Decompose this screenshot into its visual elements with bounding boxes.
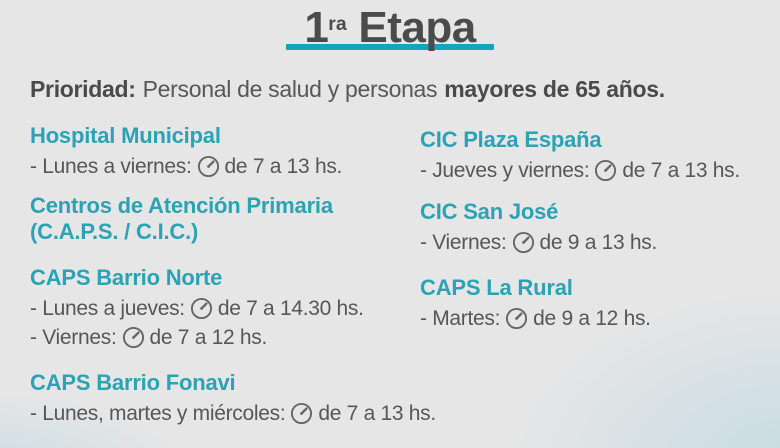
venue-name: CIC Plaza España: [420, 126, 602, 152]
schedule-days: - Martes:: [420, 306, 501, 330]
clock-icon: [594, 159, 617, 182]
venue-cic-plaza-espana: CIC Plaza España - Jueves y viernes: de …: [420, 127, 780, 185]
venue-name: CAPS Barrio Norte: [30, 264, 223, 290]
priority-text: Personal de salud y personas: [142, 75, 438, 102]
clock-icon: [512, 231, 535, 254]
venue-name: CAPS La Rural: [420, 274, 573, 300]
venue-name: CAPS Barrio Fonavi: [30, 369, 236, 395]
venue-name: Centros de Atención Primaria (C.A.P.S. /…: [30, 192, 333, 244]
schedule-time: de 7 a 13 hs.: [622, 158, 740, 182]
schedule-days: - Viernes:: [30, 325, 117, 349]
title-block: 1ra Etapa: [0, 0, 780, 50]
schedule-time: de 9 a 12 hs.: [533, 306, 651, 330]
schedule-days: - Lunes, martes y miércoles:: [30, 401, 286, 425]
venue-cic-san-jose: CIC San José - Viernes: de 9 a 13 hs.: [420, 199, 780, 257]
venue-caps-la-rural: CAPS La Rural - Martes: de 9 a 12 hs.: [420, 275, 780, 333]
schedule-time: de 7 a 14.30 hs.: [217, 296, 364, 320]
schedule-time: de 7 a 13 hs.: [318, 401, 436, 425]
title-superscript: ra: [328, 13, 347, 35]
venue-name: Hospital Municipal: [30, 122, 221, 148]
column-left: Hospital Municipal - Lunes a viernes: de…: [30, 123, 436, 428]
venue-hospital-municipal: Hospital Municipal - Lunes a viernes: de…: [30, 123, 420, 181]
schedule-line: - Lunes, martes y miércoles: de 7 a 13 h…: [30, 400, 436, 428]
clock-icon: [290, 402, 313, 425]
title-underline: [286, 43, 494, 50]
schedule-time: de 7 a 12 hs.: [149, 325, 268, 349]
venue-centros-atencion: Centros de Atención Primaria (C.A.P.S. /…: [30, 193, 420, 245]
schedule-line: - Jueves y viernes: de 7 a 13 hs.: [420, 157, 780, 185]
title-number: 1: [304, 3, 329, 52]
clock-icon: [190, 297, 213, 320]
schedule-days: - Lunes a jueves:: [30, 296, 185, 320]
schedule-days: - Jueves y viernes:: [420, 158, 590, 182]
schedule-line: - Viernes: de 9 a 13 hs.: [420, 229, 780, 257]
schedule-days: - Viernes:: [420, 230, 507, 254]
page-title: 1ra Etapa: [304, 3, 476, 52]
schedule-line: - Martes: de 9 a 12 hs.: [420, 305, 780, 333]
venue-caps-barrio-fonavi: CAPS Barrio Fonavi - Lunes, martes y mié…: [30, 369, 436, 428]
schedule-time: de 9 a 13 hs.: [539, 230, 658, 254]
columns: Hospital Municipal - Lunes a viernes: de…: [0, 123, 780, 428]
title-word: Etapa: [358, 3, 476, 52]
venue-caps-barrio-norte: CAPS Barrio Norte - Lunes a jueves: de 7…: [30, 265, 420, 352]
priority-note: Prioridad: Personal de salud y personas …: [30, 76, 780, 103]
priority-bold-text: mayores de 65 años.: [444, 75, 665, 102]
priority-label: Prioridad:: [30, 75, 136, 102]
clock-icon: [505, 307, 528, 330]
schedule-line: - Viernes: de 7 a 12 hs.: [30, 324, 420, 352]
schedule-line: - Lunes a jueves: de 7 a 14.30 hs.: [30, 295, 420, 323]
schedule-time: de 7 a 13 hs.: [224, 154, 343, 178]
schedule-line: - Lunes a viernes: de 7 a 13 hs.: [30, 153, 420, 181]
clock-icon: [197, 155, 220, 178]
column-right: CIC Plaza España - Jueves y viernes: de …: [420, 123, 780, 428]
schedule-days: - Lunes a viernes:: [30, 154, 192, 178]
venue-name: CIC San José: [420, 198, 559, 224]
clock-icon: [122, 326, 145, 349]
